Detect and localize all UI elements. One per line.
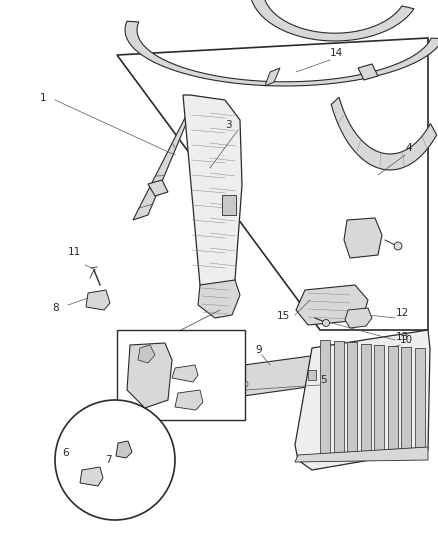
Polygon shape [133,100,196,220]
Circle shape [55,400,175,520]
Text: 10: 10 [400,335,413,345]
Bar [222,195,236,215]
Polygon shape [344,218,382,258]
Bar [415,349,425,456]
Polygon shape [358,64,378,80]
Polygon shape [198,280,240,318]
Polygon shape [265,68,280,86]
Polygon shape [295,447,428,462]
Polygon shape [251,0,414,41]
Bar [320,340,330,455]
Bar [334,341,343,455]
Polygon shape [175,390,203,410]
Polygon shape [172,365,198,382]
Polygon shape [86,290,110,310]
Polygon shape [116,441,132,458]
Polygon shape [331,97,437,170]
Text: 5: 5 [320,375,327,385]
Bar [308,370,316,380]
Text: 15: 15 [277,311,290,321]
Polygon shape [188,100,202,113]
Text: 7: 7 [105,455,112,465]
Text: 1: 1 [40,93,46,103]
Text: 12: 12 [396,308,409,318]
Text: 9: 9 [255,345,261,355]
Polygon shape [345,308,372,328]
Polygon shape [138,345,155,363]
Polygon shape [127,343,172,408]
Bar [374,345,384,456]
Circle shape [235,375,241,381]
Text: 4: 4 [405,143,412,153]
Circle shape [242,381,248,387]
Text: 6: 6 [62,448,69,458]
Circle shape [322,319,329,327]
Polygon shape [117,38,428,330]
Polygon shape [117,330,245,420]
Polygon shape [295,330,430,470]
Bar [402,347,411,456]
Text: 11: 11 [68,247,81,257]
Text: 13: 13 [396,332,409,342]
Polygon shape [218,355,322,399]
Polygon shape [296,285,368,325]
Text: 3: 3 [225,120,232,130]
Circle shape [394,242,402,250]
Bar [388,346,398,456]
Polygon shape [148,180,168,196]
Text: 8: 8 [52,303,59,313]
Bar [347,342,357,455]
Bar [361,344,371,456]
Circle shape [235,387,241,393]
Polygon shape [183,95,242,295]
Polygon shape [80,467,103,486]
Polygon shape [125,21,438,86]
Text: 14: 14 [330,48,343,58]
